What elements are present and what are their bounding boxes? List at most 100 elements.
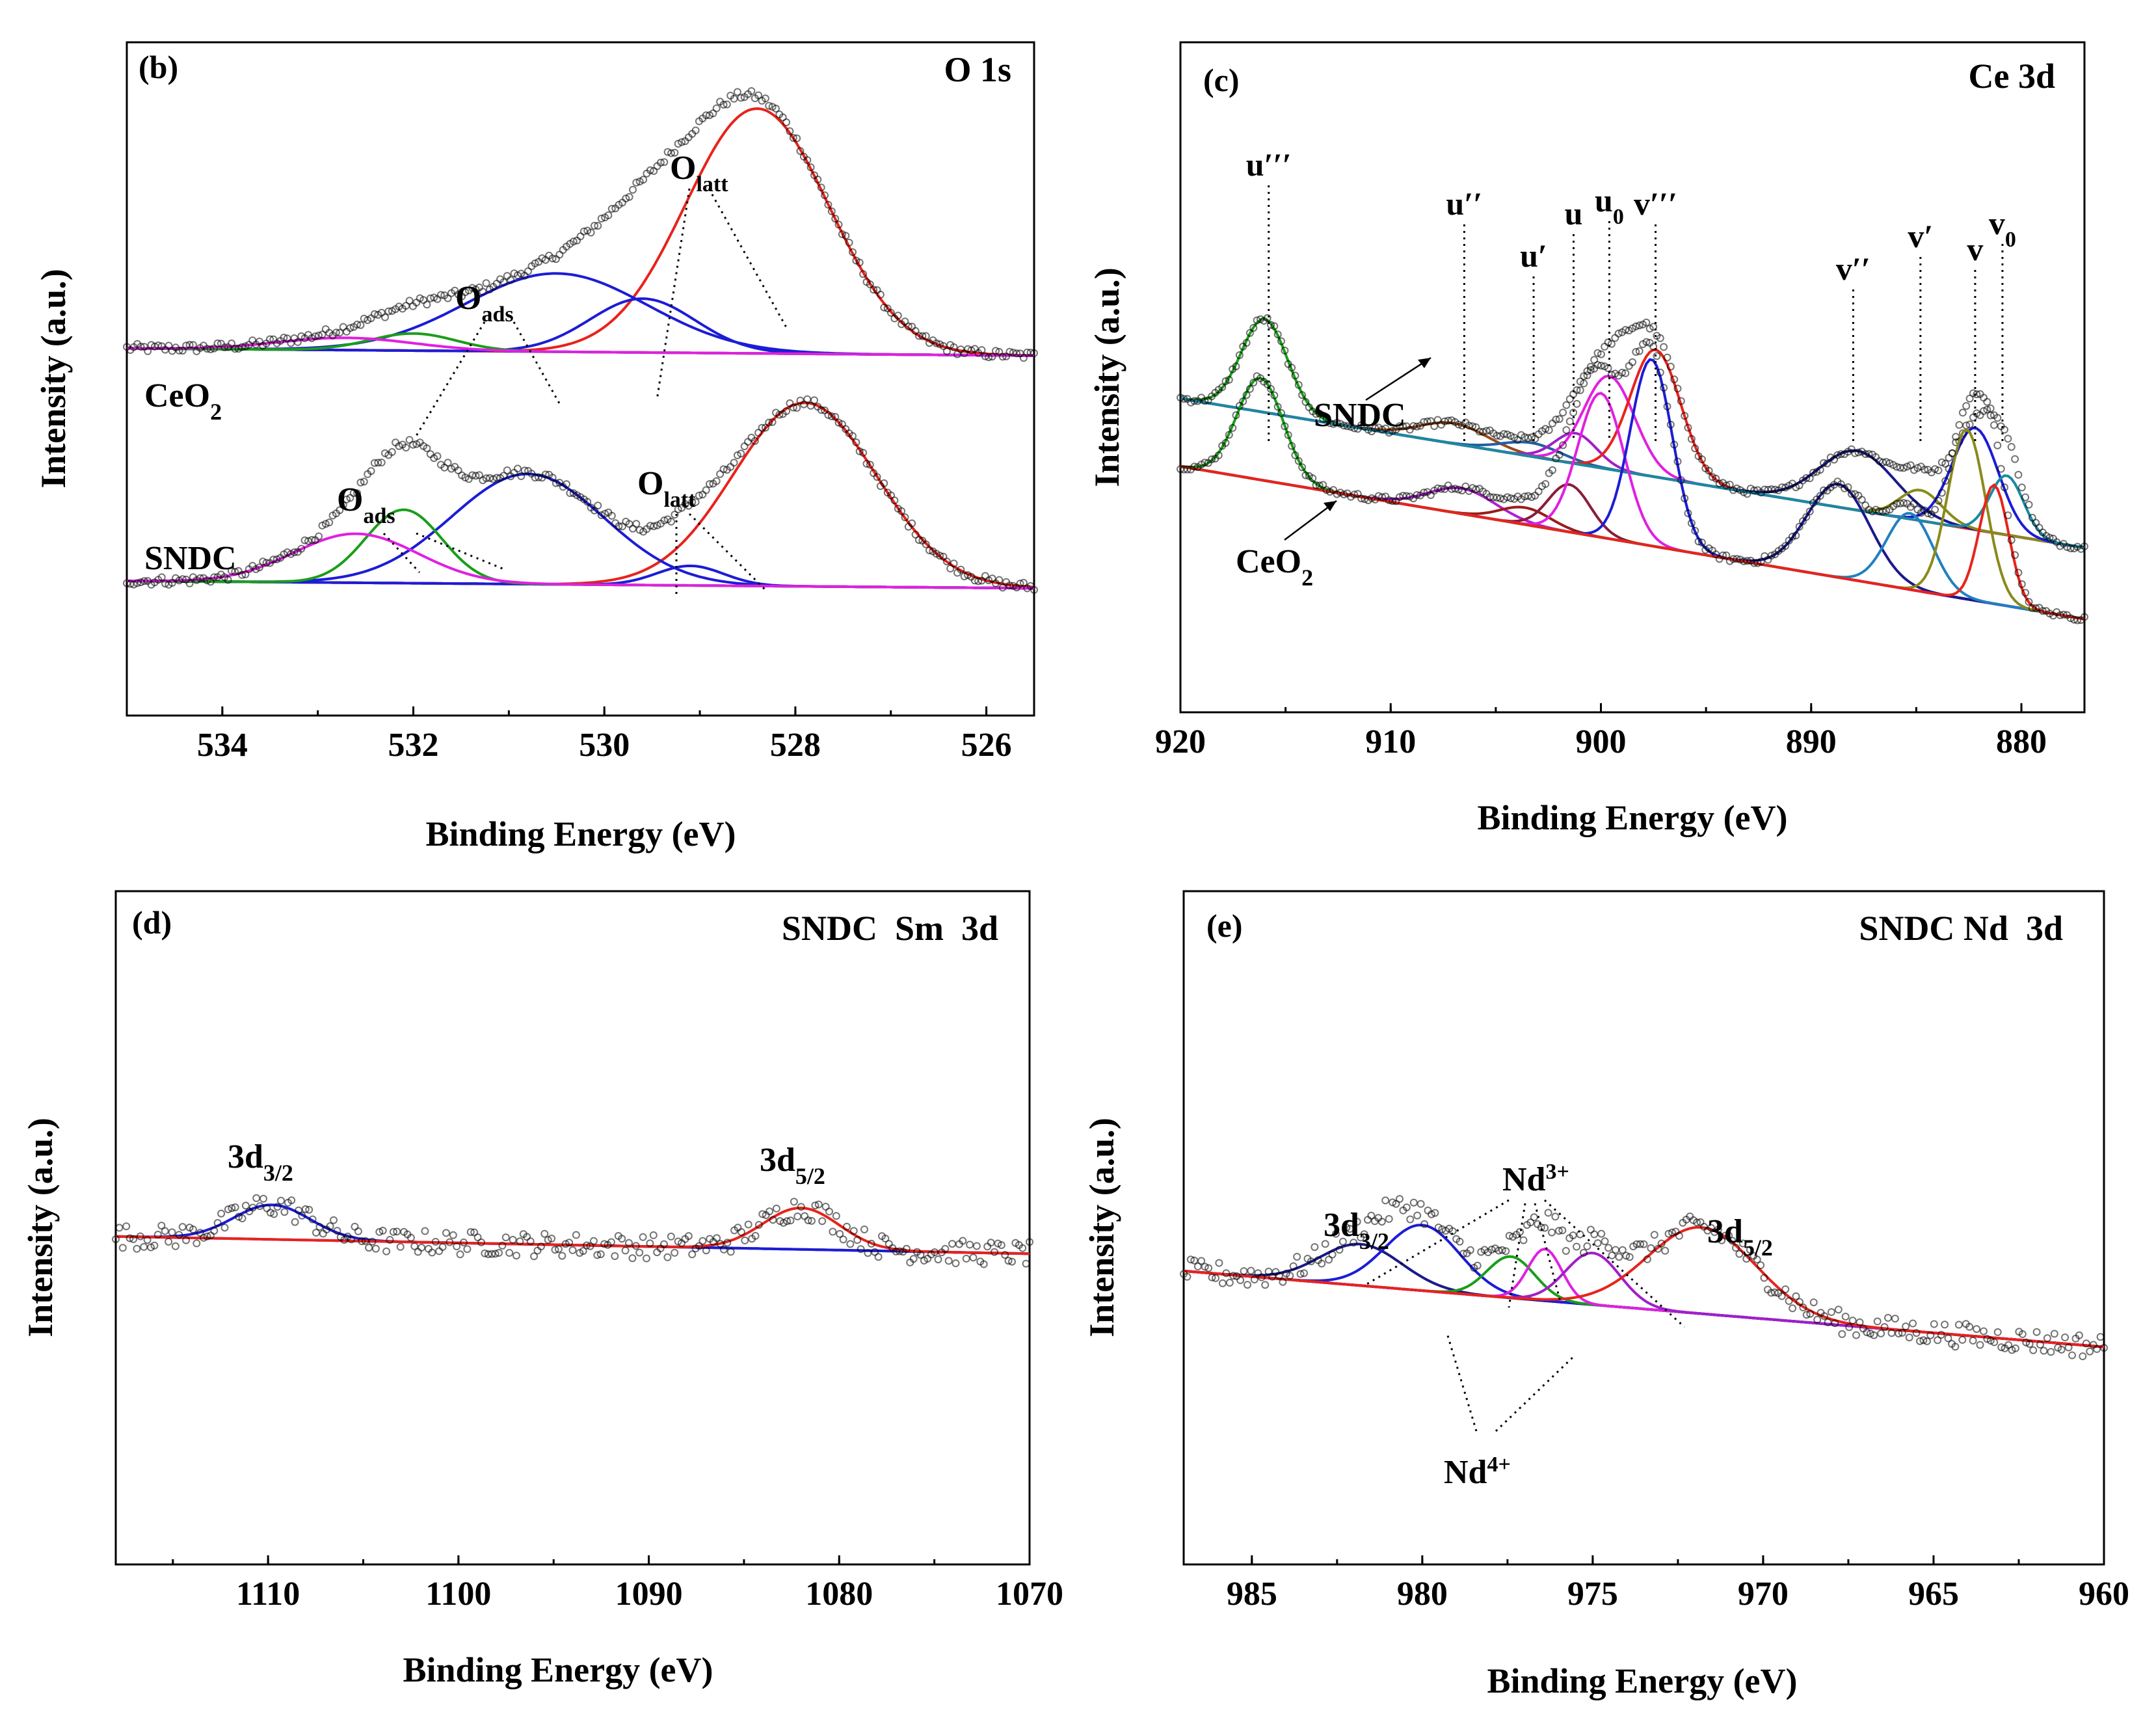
data-point (712, 477, 721, 485)
data-point (259, 557, 267, 566)
annotation-ceo2: CeO2 (1236, 543, 1313, 591)
data-point (346, 324, 354, 332)
data-point (336, 506, 344, 515)
data-point (1288, 442, 1296, 450)
data-point (210, 344, 219, 353)
data-point (873, 473, 881, 481)
data-point (1697, 455, 1706, 464)
data-point (1204, 1264, 1213, 1272)
data-point (678, 138, 686, 146)
fit-peak-line (1183, 1255, 2105, 1348)
data-point (959, 1237, 967, 1245)
data-point (887, 491, 895, 500)
data-point (431, 1238, 440, 1246)
data-point (1934, 1336, 1942, 1345)
data-point (810, 396, 818, 405)
data-point (1693, 1218, 1701, 1227)
data-point (1466, 1246, 1474, 1254)
data-point (1293, 1253, 1301, 1261)
peak-label: u (1565, 195, 1583, 232)
data-point (213, 1219, 222, 1227)
data-point (1654, 1244, 1662, 1253)
data-point (1642, 318, 1651, 327)
data-point (2014, 470, 2023, 479)
data-point (1742, 1255, 1751, 1263)
data-point (1622, 1252, 1630, 1260)
data-point (343, 495, 351, 503)
data-point (660, 158, 669, 167)
data-point (737, 449, 745, 458)
data-point (1221, 377, 1230, 385)
data-point (1245, 384, 1254, 393)
data-point (997, 1241, 1005, 1250)
data-point (896, 1247, 904, 1255)
data-point (1642, 338, 1651, 346)
data-point (1459, 1250, 1467, 1258)
data-point (972, 1242, 981, 1250)
data-point (1910, 500, 1918, 508)
data-point (632, 178, 641, 187)
data-point (1958, 1335, 1967, 1344)
data-point (1505, 1231, 1513, 1240)
data-point (1912, 1329, 1921, 1337)
data-point (548, 1235, 556, 1242)
data-point (358, 1237, 366, 1246)
data-point (228, 1204, 236, 1213)
data-point (2038, 607, 2047, 615)
data-point (1802, 474, 1811, 482)
annotation-oads-top: Oads (455, 280, 514, 327)
data-point (1559, 409, 1567, 417)
data-point (1573, 1242, 1581, 1251)
data-point (315, 532, 323, 541)
data-point (1218, 1279, 1227, 1287)
data-point (353, 320, 362, 328)
data-point (273, 555, 281, 563)
data-point (761, 94, 769, 103)
data-point (1612, 1246, 1619, 1254)
data-point (2059, 610, 2068, 619)
data-point (349, 489, 358, 497)
data-point (182, 1236, 191, 1244)
data-point (593, 1251, 602, 1259)
data-point (723, 100, 731, 109)
data-point (702, 486, 710, 494)
data-point (2032, 1328, 2041, 1336)
data-point (1423, 417, 1431, 425)
data-point (1239, 397, 1247, 405)
data-point (1805, 474, 1814, 483)
data-point (1809, 1298, 1818, 1307)
data-point (1993, 414, 2002, 422)
x-tick-label: 975 (1567, 1575, 1618, 1613)
data-point (824, 200, 832, 209)
data-point (817, 406, 825, 414)
data-point (1980, 407, 1988, 415)
data-point (684, 1232, 693, 1240)
data-point (178, 1223, 187, 1231)
data-point (1621, 369, 1630, 377)
x-tick-label: 890 (1786, 723, 1837, 760)
data-point (123, 579, 131, 587)
data-point (1378, 493, 1387, 502)
leader-oads-top (415, 321, 561, 436)
data-point (1431, 1209, 1439, 1217)
data-point (1402, 1203, 1411, 1212)
data-point (551, 1246, 559, 1254)
curves (123, 87, 1038, 594)
data-point (1900, 499, 1908, 507)
annotation-sndc: SNDC (1314, 397, 1406, 434)
data-point (1267, 321, 1275, 329)
data-point (846, 1240, 855, 1248)
data-point (974, 577, 983, 585)
data-point (1562, 401, 1571, 409)
data-point (297, 544, 306, 553)
annotation-sndc: SNDC (144, 540, 237, 577)
data-point (2045, 533, 2054, 542)
data-point (315, 331, 323, 340)
data-point (948, 1240, 957, 1248)
data-point (880, 303, 888, 312)
data-point (1360, 1230, 1368, 1239)
data-point (1954, 1321, 1963, 1329)
data-point (157, 1222, 166, 1230)
data-point (1225, 1278, 1234, 1287)
data-point (442, 1229, 450, 1237)
